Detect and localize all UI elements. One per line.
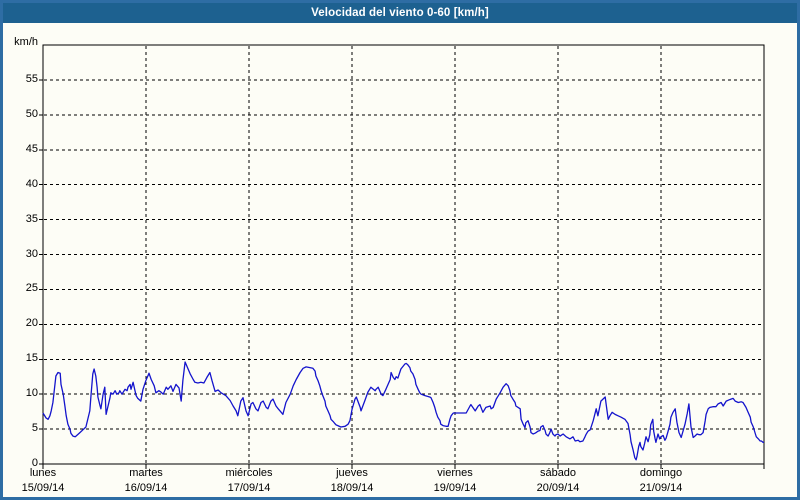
weekday-label: lunes xyxy=(29,467,57,479)
y-axis-unit-label: km/h xyxy=(14,36,38,48)
weekday-label: viernes xyxy=(437,467,473,479)
y-tick-label-15: 15 xyxy=(25,352,38,365)
x-day-label-jueves: jueves 18/09/14 xyxy=(307,466,397,496)
x-day-label-lunes: lunes 15/09/14 xyxy=(3,466,88,496)
chart-title: Velocidad del viento 0-60 [km/h] xyxy=(311,7,489,19)
plot-border xyxy=(42,44,765,465)
x-day-label-martes: martes 16/09/14 xyxy=(101,466,191,496)
x-day-label-miércoles: miércoles 17/09/14 xyxy=(204,466,294,496)
y-tick-label-50: 50 xyxy=(25,107,38,120)
chart-title-bar: Velocidad del viento 0-60 [km/h] xyxy=(3,3,797,23)
weekday-label: martes xyxy=(129,467,163,479)
y-tick-label-10: 10 xyxy=(25,387,38,400)
y-tick-label-5: 5 xyxy=(31,422,38,435)
x-day-label-domingo: domingo 21/09/14 xyxy=(616,466,706,496)
date-label: 20/09/14 xyxy=(536,482,580,494)
weekday-label: jueves xyxy=(336,467,368,479)
y-tick-label-45: 45 xyxy=(25,142,38,155)
date-label: 19/09/14 xyxy=(433,482,477,494)
x-day-label-sábado: sábado 20/09/14 xyxy=(513,466,603,496)
y-tick-label-20: 20 xyxy=(25,317,38,330)
weekday-label: sábado xyxy=(539,467,577,479)
y-tick-label-30: 30 xyxy=(25,247,38,260)
date-label: 15/09/14 xyxy=(21,482,65,494)
date-label: 21/09/14 xyxy=(639,482,683,494)
date-label: 18/09/14 xyxy=(330,482,374,494)
weekday-label: domingo xyxy=(639,467,683,479)
y-tick-label-55: 55 xyxy=(25,72,38,85)
y-tick-label-0: 0 xyxy=(31,457,38,469)
chart-plot-region: km/h 0 5 10 15 20 25 30 35 40 45 50 55 lunes 15/09/1… xyxy=(3,23,797,497)
y-tick-label-40: 40 xyxy=(25,177,38,190)
date-label: 16/09/14 xyxy=(124,482,168,494)
x-day-label-viernes: viernes 19/09/14 xyxy=(410,466,500,496)
y-tick-label-35: 35 xyxy=(25,212,38,225)
series-line-velocidad-del-viento xyxy=(42,361,764,461)
date-label: 17/09/14 xyxy=(227,482,271,494)
wind-speed-line-chart xyxy=(39,44,765,469)
weekday-label: miércoles xyxy=(225,467,273,479)
y-tick-label-25: 25 xyxy=(25,282,38,295)
